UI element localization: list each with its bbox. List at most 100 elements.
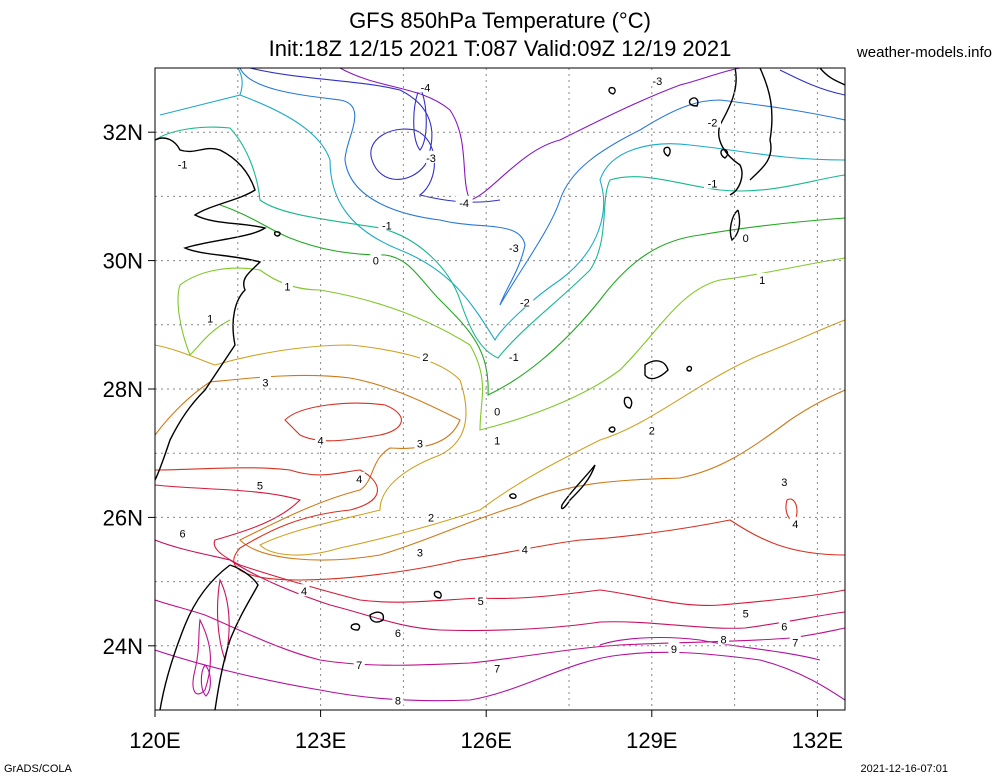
contour-label-bg — [778, 475, 790, 488]
contour-label-bg — [646, 423, 658, 436]
contour-value-label: -1 — [382, 220, 392, 232]
contour-label-bg — [704, 176, 722, 189]
contour-value-label: 8 — [720, 634, 726, 646]
contour-label-bg — [425, 510, 437, 523]
contour-value-label: -1 — [178, 159, 188, 171]
contour-label-bg — [648, 73, 666, 86]
contour-label-bg — [353, 471, 365, 484]
contour-value-label: -3 — [652, 76, 662, 88]
contour-plus4 — [155, 467, 845, 581]
contour-label-bg — [718, 632, 730, 645]
coastline-kyushu — [718, 68, 845, 196]
contour-minus3 — [239, 68, 845, 306]
contour-value-label: 0 — [494, 406, 500, 418]
contour-label-bg — [778, 619, 790, 632]
coastline-okinawa — [560, 464, 596, 510]
contour-value-label: 3 — [417, 548, 423, 560]
lat-lon-grid — [155, 68, 845, 710]
contour-value-label: 3 — [781, 477, 787, 489]
contour-label-bg — [704, 115, 722, 128]
contour-taiwan-1 — [192, 618, 211, 695]
coastline-amami — [644, 360, 669, 380]
lat-label: 28N — [103, 377, 143, 402]
contour-plus6 — [155, 539, 845, 632]
contour-value-label: 6 — [395, 628, 401, 640]
contour-label-bg — [392, 693, 404, 706]
contour-plus9 — [599, 636, 821, 661]
contour-label-bg — [370, 253, 382, 266]
contour-value-label: 2 — [428, 512, 434, 524]
contour-label-bg — [422, 150, 440, 163]
contour-label-bg — [491, 433, 503, 446]
contour-value-label: 9 — [671, 644, 677, 656]
contour-label-bg — [177, 526, 189, 539]
contour-label-bg — [789, 516, 801, 529]
coastline-islet — [686, 365, 693, 372]
contour-value-label: 7 — [356, 660, 362, 672]
contour-value-label: 5 — [257, 480, 263, 492]
contour-value-label: 5 — [743, 609, 749, 621]
contour-value-label: 4 — [792, 519, 798, 531]
coastline-ishigaki — [350, 611, 385, 631]
lon-label: 120E — [129, 728, 180, 753]
contour-value-label: 6 — [180, 528, 186, 540]
contour-plus8 — [155, 649, 845, 702]
contour-value-label: 4 — [522, 545, 528, 557]
map-title: GFS 850hPa Temperature (°C) — [349, 8, 651, 33]
contour-value-label: 4 — [301, 586, 307, 598]
contour-plus5 — [155, 484, 845, 606]
coastline-china — [155, 137, 267, 481]
contour-label-bg — [298, 584, 310, 597]
contour-label-bg — [505, 240, 523, 253]
contour-value-label: -2 — [708, 118, 718, 130]
contour-label-bg — [378, 218, 396, 231]
contour-value-label: 0 — [373, 256, 379, 268]
contour-label-bg — [789, 635, 801, 648]
contour-label-bg — [259, 375, 271, 388]
contour-value-label: 2 — [422, 352, 428, 364]
contour-value-label: 3 — [262, 378, 268, 390]
contour-value-label: 1 — [759, 275, 765, 287]
contour-label-bg — [491, 661, 503, 674]
contour-value-label: 7 — [494, 663, 500, 675]
contour-plus4-loop — [284, 402, 402, 442]
coastline-islet — [608, 86, 616, 95]
contour-label-bg — [315, 433, 327, 446]
footer-timestamp: 2021-12-16-07:01 — [860, 763, 948, 775]
contour-plus1 — [177, 257, 845, 431]
contour-label-bg — [740, 231, 752, 244]
contour-value-label: 4 — [356, 474, 362, 486]
contour-value-label: -2 — [520, 297, 530, 309]
contour-label-bg — [491, 404, 503, 417]
footer-software: GrADS/COLA — [4, 763, 72, 775]
lat-label: 24N — [103, 634, 143, 659]
lon-label: 123E — [295, 728, 346, 753]
contour-minus5 — [339, 68, 741, 201]
coastline-islet — [623, 396, 633, 409]
coastline-tanegashima — [729, 209, 741, 242]
contour-value-label: 3 — [417, 439, 423, 451]
contour-minus4 — [249, 68, 845, 203]
contour-value-label: 6 — [781, 622, 787, 634]
contour-plus7 — [155, 599, 845, 666]
source-credit: weather-models.info — [856, 44, 992, 61]
coastline-islet — [509, 493, 517, 499]
lat-label: 30N — [103, 249, 143, 274]
contour-plus3 — [155, 374, 845, 561]
axis-ticks — [148, 131, 818, 717]
contour-label-bg — [414, 436, 426, 449]
coastline-islet — [663, 146, 671, 157]
contour-minus2 — [159, 68, 845, 342]
contour-value-label: -4 — [459, 198, 469, 210]
contour-value-label: 8 — [395, 695, 401, 707]
contour-minus4-center — [413, 91, 427, 151]
coastline-miyako — [433, 590, 442, 599]
lon-label: 126E — [461, 728, 512, 753]
contour-value-label: 1 — [494, 435, 500, 447]
coastlines — [155, 68, 845, 710]
contour-lines — [155, 68, 845, 702]
contour-value-label: -4 — [421, 82, 431, 94]
contour-label-bg — [204, 311, 216, 324]
contour-value-label: 0 — [743, 233, 749, 245]
